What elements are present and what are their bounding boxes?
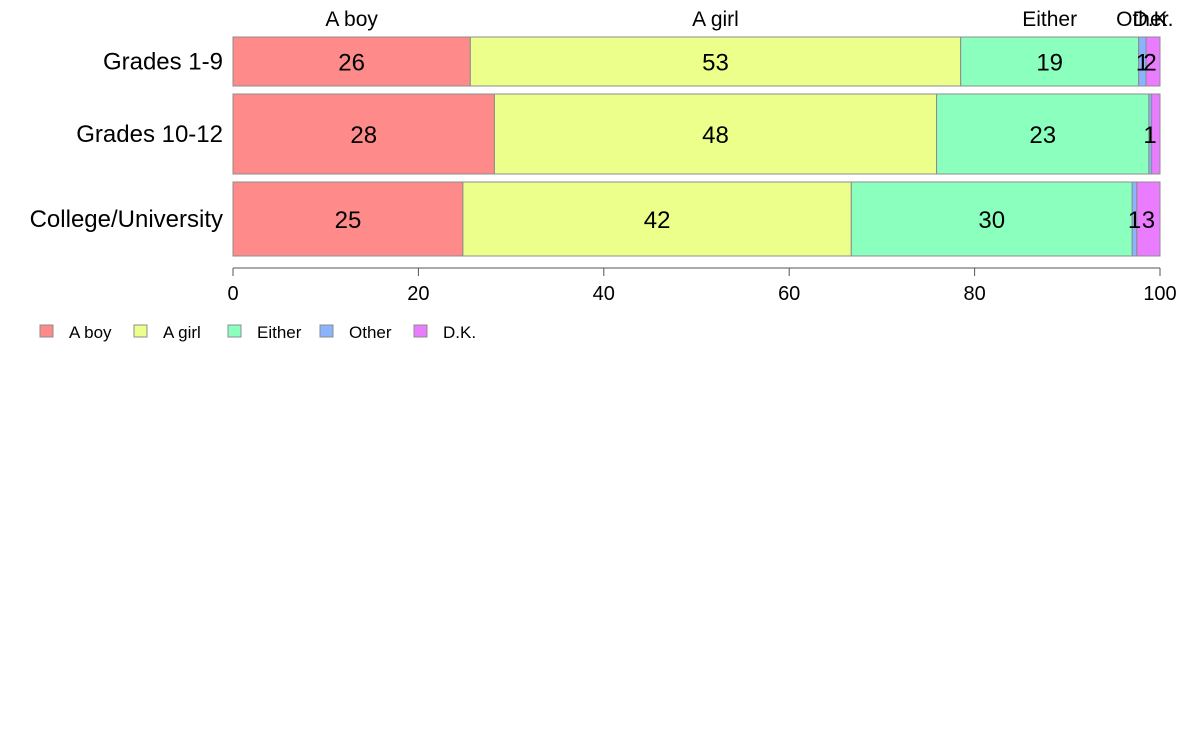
value-label: 48 — [702, 122, 729, 149]
value-label: 2 — [1143, 50, 1156, 77]
value-label: 28 — [350, 122, 377, 149]
bar-segment — [850, 181, 1133, 257]
value-label: 42 — [644, 207, 671, 234]
value-label: 25 — [335, 207, 362, 234]
bar-segment — [936, 93, 1150, 175]
bar-segment — [232, 181, 464, 257]
x-tick-label: 60 — [778, 283, 800, 305]
legend-swatch — [227, 324, 242, 338]
value-label: 30 — [978, 207, 1005, 234]
x-tick-label: 20 — [407, 283, 429, 305]
x-tick-label: 100 — [1143, 283, 1176, 305]
legend-label: D.K. — [443, 323, 476, 342]
legend-label: A boy — [69, 323, 112, 342]
value-label: 23 — [1029, 122, 1056, 149]
value-label: 3 — [1142, 207, 1155, 234]
bar-segment — [1145, 36, 1161, 87]
x-axis: 0 20 40 60 80 100 — [227, 267, 1177, 305]
value-label: 53 — [702, 50, 729, 77]
legend-label: A girl — [163, 323, 201, 342]
bar-segments — [232, 36, 1161, 257]
series-header-label: Either — [1022, 8, 1077, 31]
bar-segment — [493, 93, 938, 175]
legend-swatch — [39, 324, 54, 338]
category-labels: Grades 1-9 Grades 10-12 College/University — [30, 49, 223, 234]
legend-label: Either — [257, 323, 302, 342]
value-label: 1 — [1143, 122, 1156, 149]
x-tick-label: 80 — [963, 283, 985, 305]
bar-segment — [462, 181, 852, 257]
legend-label: Other — [349, 323, 392, 342]
legend-swatch — [133, 324, 148, 338]
series-header-label: Other — [1116, 8, 1169, 31]
legend: A boy A girl Either Other D.K. — [39, 323, 476, 342]
series-header-label: A girl — [692, 8, 739, 31]
bar-segment — [469, 36, 962, 87]
category-label: College/University — [30, 206, 223, 233]
series-header-label: D.K. — [1133, 8, 1174, 31]
value-label: 26 — [338, 50, 365, 77]
bar-segment — [1136, 181, 1161, 257]
bar-segment — [1151, 93, 1161, 175]
series-header-label: A boy — [325, 8, 378, 31]
x-tick-label: 0 — [227, 283, 238, 305]
category-label: Grades 1-9 — [103, 49, 223, 76]
value-label: 1 — [1136, 50, 1149, 77]
x-tick-label: 40 — [593, 283, 615, 305]
legend-swatch — [319, 324, 334, 338]
value-label: 19 — [1036, 50, 1063, 77]
legend-swatch — [413, 324, 428, 338]
category-label: Grades 10-12 — [76, 121, 223, 148]
value-label: 1 — [1128, 207, 1141, 234]
